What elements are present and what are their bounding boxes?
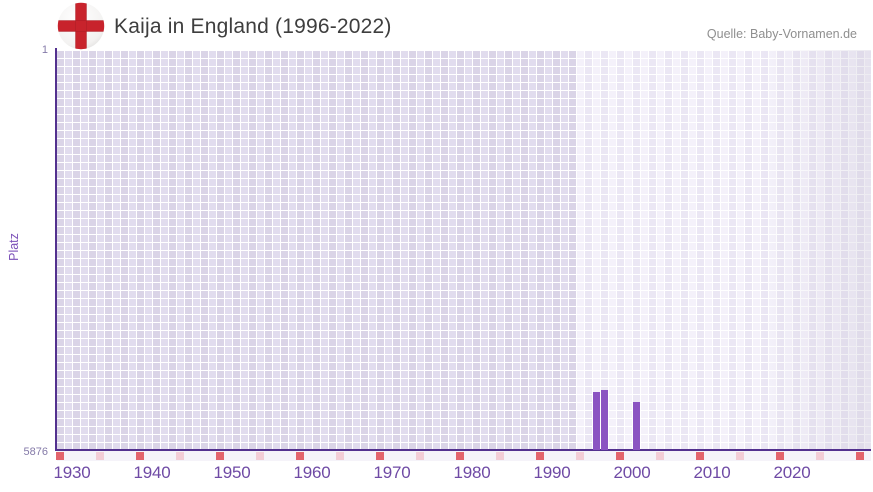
x-tick-minor-1985 [496,452,504,460]
y-tick-label-top: 1 [41,44,48,56]
plot-area [57,50,871,450]
x-tick-minor-1975 [416,452,424,460]
y-axis-line [55,48,57,451]
x-axis-label-1930: 1930 [53,463,91,482]
y-tick-label-bottom: 5876 [23,446,48,458]
x-tick-minor-1935 [96,452,104,460]
x-axis-label-1970: 1970 [373,463,411,482]
bar-2001 [633,401,640,450]
x-tick-minor-2025 [816,452,824,460]
x-axis-label-2020: 2020 [773,463,811,482]
st-george-cross [57,2,105,50]
x-axis-label-1980: 1980 [453,463,491,482]
x-tick-minor-2005 [656,452,664,460]
x-tick-decade-1940 [136,452,144,460]
x-tick-decade-1950 [216,452,224,460]
bar-1996 [593,392,600,450]
x-axis-line [55,449,871,451]
x-axis-label-1950: 1950 [213,463,251,482]
x-tick-minor-1955 [256,452,264,460]
x-axis-label-1940: 1940 [133,463,171,482]
x-tick-minor-2015 [736,452,744,460]
x-tick-decade-1980 [456,452,464,460]
x-axis-label-1990: 1990 [533,463,571,482]
grid-region-data-period [576,50,871,450]
x-tick-minor-1945 [176,452,184,460]
x-tick-decade-2000 [616,452,624,460]
x-tick-decade-1970 [376,452,384,460]
x-axis-label-2000: 2000 [613,463,651,482]
x-axis-label-1960: 1960 [293,463,331,482]
x-tick-strip [57,451,871,461]
y-axis-title: Platz [7,233,21,261]
x-tick-minor-1995 [576,452,584,460]
x-tick-decade-2020 [776,452,784,460]
x-tick-decade-1990 [536,452,544,460]
x-axis-label-2010: 2010 [693,463,731,482]
x-tick-decade-2030 [856,452,864,460]
page-title: Kaija in England (1996-2022) [114,15,392,38]
bar-1997 [601,390,608,450]
x-tick-decade-1930 [56,452,64,460]
x-tick-decade-1960 [296,452,304,460]
x-tick-decade-2010 [696,452,704,460]
source-credit: Quelle: Baby-Vornamen.de [706,27,857,41]
grid-region-before-data [57,50,576,450]
x-tick-minor-1965 [336,452,344,460]
england-flag-icon [57,2,105,50]
